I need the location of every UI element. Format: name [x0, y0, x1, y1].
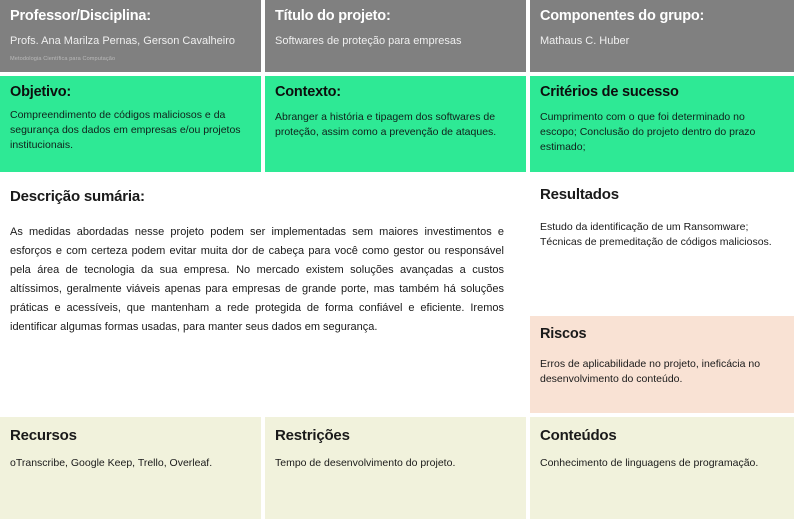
- cell-restricoes: Restrições Tempo de desenvolvimento do p…: [265, 417, 526, 519]
- success-criteria-text: Cumprimento com o que foi determinado no…: [540, 110, 756, 154]
- cell-componentes-grupo: Componentes do grupo: Mathaus C. Huber: [530, 0, 794, 72]
- cell-conteudos: Conteúdos Conhecimento de linguagens de …: [530, 417, 794, 519]
- results-text: Estudo da identificação de um Ransomware…: [540, 221, 772, 249]
- professor-heading: Professor/Disciplina:: [10, 8, 151, 24]
- restrictions-text: Tempo de desenvolvimento do projeto.: [275, 457, 456, 470]
- cell-recursos: Recursos oTranscribe, Google Keep, Trell…: [0, 417, 261, 519]
- context-text: Abranger a história e tipagem dos softwa…: [275, 110, 497, 138]
- resources-heading: Recursos: [10, 427, 77, 444]
- risks-heading: Riscos: [540, 326, 587, 342]
- cell-riscos: Riscos Erros de aplicabilidade no projet…: [530, 316, 794, 413]
- group-members: Mathaus C. Huber: [540, 34, 630, 47]
- cell-objetivo: Objetivo: Compreendimento de códigos mal…: [0, 76, 261, 172]
- project-title-value: Softwares de proteção para empresas: [275, 34, 462, 47]
- resources-text: oTranscribe, Google Keep, Trello, Overle…: [10, 457, 213, 470]
- risks-text: Erros de aplicabilidade no projeto, inef…: [540, 357, 761, 385]
- cell-descricao-sumaria: Descrição sumária: As medidas abordadas …: [0, 176, 526, 413]
- cell-criterios-sucesso: Critérios de sucesso Cumprimento com o q…: [530, 76, 794, 172]
- results-heading: Resultados: [540, 186, 619, 203]
- objective-heading: Objetivo:: [10, 84, 72, 100]
- restrictions-heading: Restrições: [275, 427, 350, 444]
- summary-text: As medidas abordadas nesse projeto podem…: [10, 226, 504, 333]
- contents-text: Conhecimento de linguagens de programaçã…: [540, 457, 759, 470]
- success-criteria-heading: Critérios de sucesso: [540, 84, 679, 100]
- course-name: Metodologia Científica para Computação: [10, 55, 116, 62]
- context-heading: Contexto:: [275, 84, 341, 100]
- contents-heading: Conteúdos: [540, 427, 617, 444]
- project-title-heading: Título do projeto:: [275, 8, 391, 24]
- group-heading: Componentes do grupo:: [540, 8, 705, 24]
- cell-professor-disciplina: Professor/Disciplina: Profs. Ana Marilza…: [0, 0, 261, 72]
- professor-names: Profs. Ana Marilza Pernas, Gerson Cavalh…: [10, 34, 235, 47]
- objective-text: Compreendimento de códigos maliciosos e …: [10, 108, 241, 152]
- cell-titulo-projeto: Título do projeto: Softwares de proteção…: [265, 0, 526, 72]
- cell-contexto: Contexto: Abranger a história e tipagem …: [265, 76, 526, 172]
- summary-heading: Descrição sumária:: [10, 188, 145, 205]
- cell-resultados: Resultados Estudo da identificação de um…: [530, 176, 794, 313]
